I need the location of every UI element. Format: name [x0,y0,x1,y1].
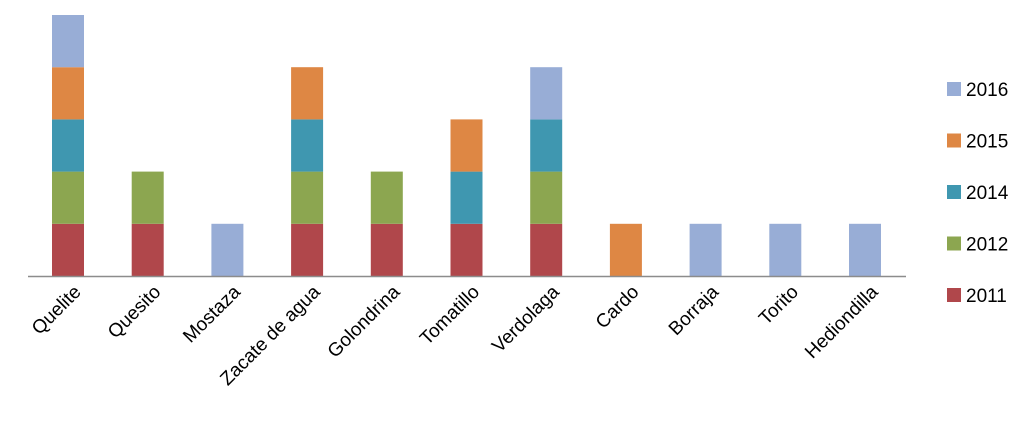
x-tick-label-golondrina: Golondrina [324,281,405,362]
legend-swatch-2012 [947,236,961,251]
legend: 2016 2015 2014 2012 2011 [947,80,1009,307]
x-tick-label-quelite: Quelite [28,282,85,339]
bar-verdolaga-2016 [530,67,563,120]
bar-quelite-2016 [52,15,84,68]
x-tick-label-torito: Torito [755,282,803,330]
bar-zacate-de-agua-2015 [291,67,324,120]
bar-quelite-2015 [52,67,84,120]
bar-verdolaga-2012 [530,171,563,224]
legend-swatch-2015 [947,133,961,148]
bar-hediondilla-2016 [849,223,881,276]
x-tick-label-tomatillo: Tomatillo [416,282,484,350]
x-tick-label-cardo: Cardo [592,282,643,333]
legend-swatch-2014 [947,185,961,199]
bars-group [52,15,881,276]
bar-quelite-2012 [52,171,84,224]
x-tick-label-quesito: Quesito [104,282,165,343]
x-tick-label-verdolaga: Verdolaga [488,281,564,357]
x-tick-label-mostaza: Mostaza [179,281,245,347]
x-tick-label-hediondilla: Hediondilla [801,281,883,363]
legend-label-2011: 2011 [966,286,1007,307]
legend-label-2016: 2016 [966,80,1008,101]
bar-zacate-de-agua-2014 [291,119,324,172]
legend-swatch-2016 [947,82,961,96]
bar-zacate-de-agua-2011 [291,223,324,276]
bar-quelite-2011 [52,223,84,276]
bar-borraja-2016 [689,223,722,276]
bar-verdolaga-2011 [530,223,563,276]
bar-quesito-2012 [131,171,164,224]
bar-tomatillo-2011 [450,223,483,276]
legend-swatch-2011 [947,288,961,302]
bar-golondrina-2011 [370,223,403,276]
bar-golondrina-2012 [370,171,403,224]
bar-torito-2016 [769,223,802,276]
legend-label-2012: 2012 [966,235,1008,256]
legend-label-2014: 2014 [966,183,1009,204]
bar-cardo-2015 [609,223,642,276]
bar-quesito-2011 [131,223,164,276]
bar-zacate-de-agua-2012 [291,171,324,224]
bar-tomatillo-2015 [450,119,483,172]
x-tick-label-borraja: Borraja [665,281,723,339]
bar-quelite-2014 [52,119,84,172]
legend-label-2015: 2015 [966,132,1008,153]
bar-mostaza-2016 [211,223,244,276]
bar-tomatillo-2014 [450,171,483,224]
bar-verdolaga-2014 [530,119,563,172]
